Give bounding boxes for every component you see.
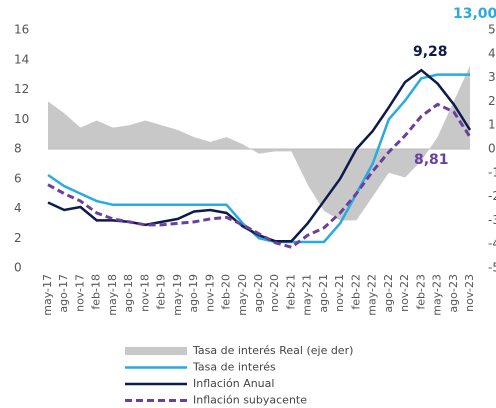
x-tick-label: ago-23 <box>447 274 460 313</box>
x-tick-label: ago-20 <box>252 274 265 313</box>
data-label: 8,81 <box>414 152 449 168</box>
x-tick-label: feb-20 <box>220 274 233 310</box>
y-tick-label: 0 <box>14 261 22 275</box>
x-tick-label: nov-21 <box>333 274 346 312</box>
x-tick-label: nov-23 <box>463 274 476 312</box>
x-tick-label: feb-18 <box>90 274 103 310</box>
y-tick-label: 6 <box>14 171 22 185</box>
x-tick-label: may-19 <box>171 274 184 316</box>
x-tick-label: may-18 <box>106 274 119 316</box>
y-tick-label: 10 <box>14 112 29 126</box>
y2-tick-label: 3 <box>488 70 496 84</box>
y2-tick-label: -1 <box>488 165 496 179</box>
x-tick-label: feb-19 <box>155 274 168 310</box>
data-label: 13,00 <box>453 6 496 22</box>
y2-tick-label: 5 <box>488 23 496 37</box>
line <box>47 73 470 244</box>
legend-swatch <box>125 347 187 355</box>
y2-tick-label: 1 <box>488 118 496 132</box>
y-tick-label: 14 <box>14 52 29 66</box>
y-tick-label: 16 <box>14 23 29 37</box>
x-tick-label: ago-18 <box>122 274 135 313</box>
x-tick-label: nov-19 <box>203 274 216 312</box>
x-tick-label: ago-21 <box>317 274 330 313</box>
y2-tick-label: 2 <box>488 94 496 108</box>
x-tick-label: ago-22 <box>382 274 395 313</box>
x-tick-label: ago-19 <box>187 274 200 313</box>
y2-tick-label: -3 <box>488 213 496 227</box>
x-tick-label: nov-20 <box>268 274 281 312</box>
y-tick-label: 2 <box>14 231 22 245</box>
legend-label: Inflación subyacente <box>193 394 307 407</box>
legend-label: Tasa de interés <box>192 361 276 374</box>
legend-label: Tasa de interés Real (eje der) <box>192 344 353 357</box>
x-tick-label: feb-23 <box>414 274 427 310</box>
x-tick-label: feb-22 <box>349 274 362 310</box>
x-tick-label: may-17 <box>41 274 54 316</box>
x-tick-label: may-22 <box>366 274 379 316</box>
x-tick-label: nov-18 <box>138 274 151 312</box>
y2-tick-label: -5 <box>488 261 496 275</box>
x-tick-label: nov-22 <box>398 274 411 312</box>
y2-tick-label: -4 <box>488 237 496 251</box>
y-tick-label: 12 <box>14 82 29 96</box>
x-tick-label: feb-21 <box>284 274 297 310</box>
y2-tick-label: 0 <box>488 142 496 156</box>
y-tick-label: 8 <box>14 142 22 156</box>
x-tick-label: may-23 <box>431 274 444 316</box>
y2-tick-label: -2 <box>488 189 496 203</box>
y2-tick-label: 4 <box>488 46 496 60</box>
x-tick-label: may-21 <box>301 274 314 316</box>
x-tick-label: nov-17 <box>73 274 86 312</box>
y-tick-label: 4 <box>14 201 22 215</box>
x-tick-label: ago-17 <box>57 274 70 313</box>
area <box>48 65 470 221</box>
legend-label: Inflación Anual <box>193 377 274 390</box>
data-label: 9,28 <box>413 44 448 60</box>
x-tick-label: may-20 <box>236 274 249 316</box>
line <box>47 102 472 249</box>
